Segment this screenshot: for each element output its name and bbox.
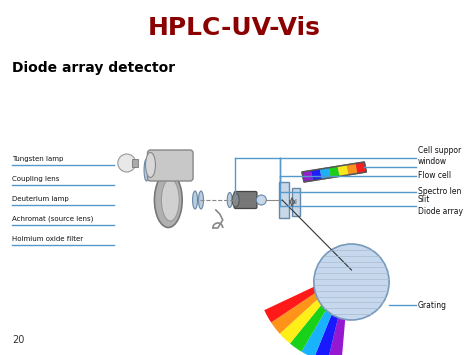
Bar: [279, 182, 289, 218]
Text: Tungsten lamp: Tungsten lamp: [12, 156, 63, 162]
Polygon shape: [328, 166, 339, 178]
Text: Holmium oxide filter: Holmium oxide filter: [12, 236, 83, 242]
Circle shape: [118, 154, 136, 172]
Circle shape: [314, 244, 389, 320]
Polygon shape: [302, 170, 313, 182]
Text: 20: 20: [12, 335, 24, 345]
Circle shape: [256, 195, 266, 205]
Text: Diode array: Diode array: [418, 208, 463, 217]
Polygon shape: [302, 162, 366, 182]
Ellipse shape: [199, 191, 203, 209]
Ellipse shape: [155, 173, 182, 228]
Text: Diode array detector: Diode array detector: [12, 61, 175, 75]
Text: Coupling lens: Coupling lens: [12, 176, 59, 182]
Wedge shape: [271, 270, 349, 334]
Text: Spectro len: Spectro len: [418, 187, 461, 197]
Polygon shape: [356, 162, 366, 174]
Text: Flow cell: Flow cell: [418, 171, 451, 180]
FancyBboxPatch shape: [147, 150, 193, 181]
Text: HPLC-UV-Vis: HPLC-UV-Vis: [148, 16, 321, 40]
Ellipse shape: [227, 192, 232, 208]
Text: l: l: [294, 199, 296, 205]
Polygon shape: [337, 165, 348, 176]
Bar: [132, 159, 137, 167]
Ellipse shape: [146, 153, 155, 178]
Wedge shape: [290, 270, 349, 352]
Ellipse shape: [192, 191, 198, 209]
Wedge shape: [301, 270, 349, 355]
Text: Deuterium lamp: Deuterium lamp: [12, 196, 69, 202]
FancyBboxPatch shape: [234, 191, 257, 208]
Polygon shape: [311, 169, 322, 181]
Wedge shape: [314, 270, 349, 355]
Text: Cell suppor
window: Cell suppor window: [418, 146, 461, 166]
Text: Grating: Grating: [418, 300, 447, 310]
Wedge shape: [264, 270, 349, 323]
Polygon shape: [320, 168, 331, 179]
Ellipse shape: [144, 159, 149, 181]
Wedge shape: [280, 270, 349, 344]
Text: Achromat (source lens): Achromat (source lens): [12, 215, 93, 222]
Wedge shape: [328, 270, 349, 355]
Polygon shape: [346, 163, 357, 175]
Ellipse shape: [232, 193, 239, 207]
Ellipse shape: [161, 179, 179, 221]
Bar: [292, 188, 300, 216]
Text: Slit: Slit: [418, 196, 430, 204]
